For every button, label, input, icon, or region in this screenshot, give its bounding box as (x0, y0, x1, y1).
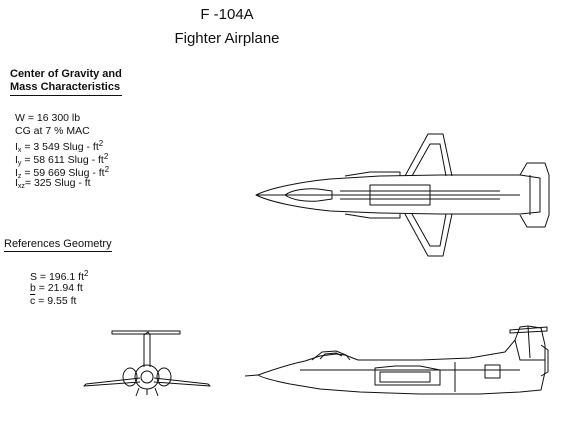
wing-span-value: b = 21.94 ft (30, 282, 83, 294)
figure-subtitle: Fighter Airplane (174, 30, 280, 47)
ixz-value: Ixz= 325 Slug - ft (15, 177, 91, 190)
plan-view-drawing (255, 133, 550, 257)
front-view-drawing (83, 330, 211, 397)
weight-value: W = 16 300 lb (15, 112, 81, 124)
mean-chord-value: c = 9.55 ft (30, 295, 77, 307)
figure-title: F -104A (200, 6, 254, 23)
iy-value: Iy = 58 611 Slug - ft2 (15, 152, 109, 167)
cg-location: CG at 7 % MAC (15, 125, 90, 137)
reference-geometry-header: References Geometry (4, 238, 112, 252)
wing-area-value: S = 196.1 ft2 (30, 269, 89, 283)
ix-value: Ix = 3 549 Slug - ft2 (15, 139, 104, 154)
mass-header-line-2: Mass Characteristics (10, 81, 121, 93)
iz-value: Iz = 59 669 Slug - ft2 (15, 165, 110, 180)
mass-header-line-1: Center of Gravity and (10, 68, 122, 80)
mass-characteristics-header: Center of Gravity and Mass Characteristi… (10, 68, 122, 96)
side-view-drawing (244, 325, 549, 395)
